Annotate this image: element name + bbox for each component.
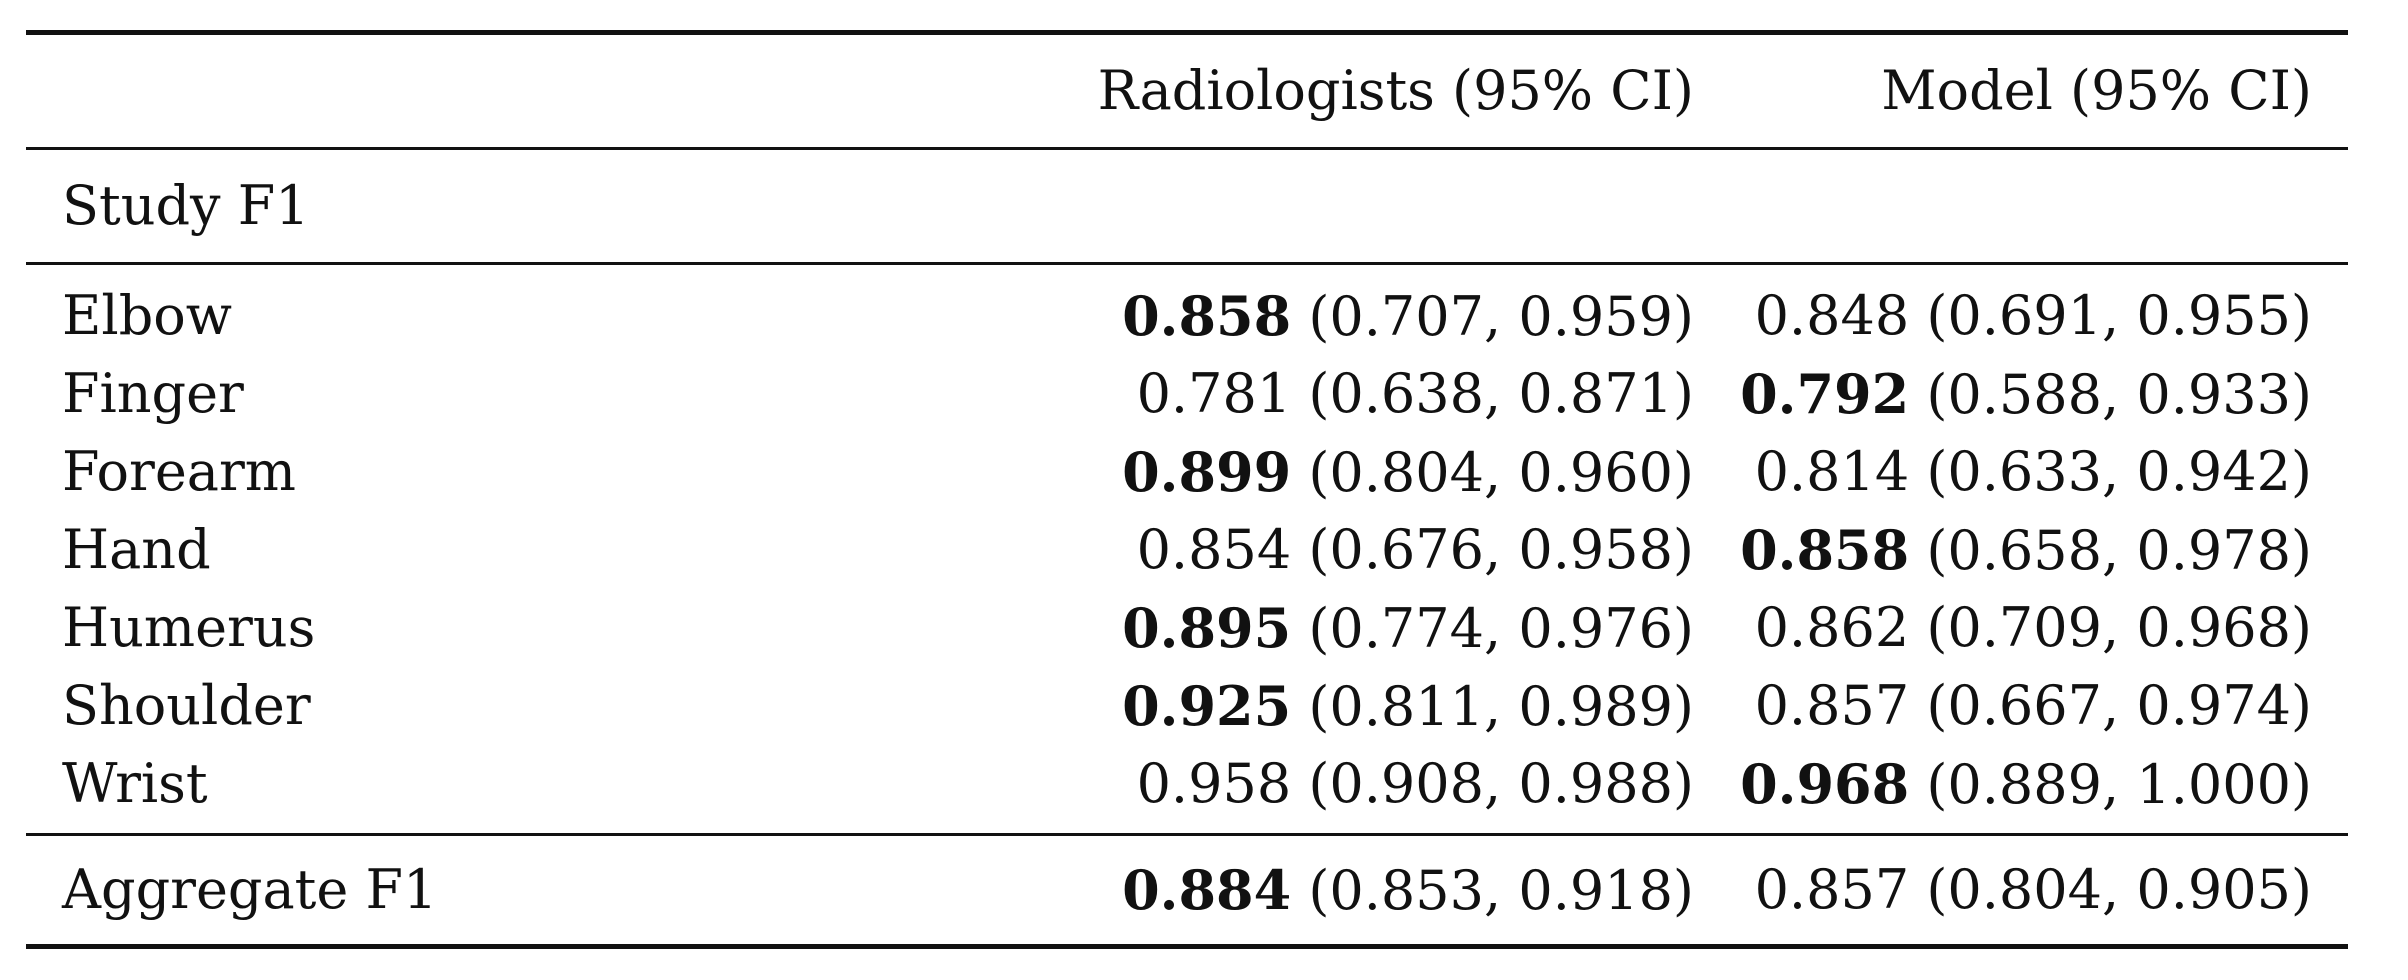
table-row: Forearm 0.899 (0.804, 0.960) 0.814 (0.633,… (26, 433, 2348, 511)
row-label: Elbow (62, 284, 232, 347)
model-cell: 0.862 (0.709, 0.968) (1755, 589, 2312, 667)
model-value: 0.792 (1740, 362, 1910, 426)
aggregate-model-value: 0.857 (1754, 858, 1910, 921)
model-value: 0.857 (1754, 674, 1910, 737)
model-cell: 0.792 (0.588, 0.933) (1740, 355, 2312, 434)
row-label: Humerus (62, 596, 316, 659)
radiologists-ci: (0.908, 0.988) (1308, 752, 1694, 815)
radiologists-cell: 0.858 (0.707, 0.959) (1122, 277, 1694, 356)
row-label: Wrist (62, 752, 208, 815)
radiologists-ci: (0.676, 0.958) (1308, 518, 1694, 581)
aggregate-radiologists-ci: (0.853, 0.918) (1308, 859, 1694, 922)
radiologists-ci: (0.804, 0.960) (1308, 441, 1694, 504)
model-cell: 0.858 (0.658, 0.978) (1740, 511, 2312, 590)
table-row: Elbow 0.858 (0.707, 0.959) 0.848 (0.691, 0… (26, 277, 2348, 355)
table-row: Shoulder 0.925 (0.811, 0.989) 0.857 (0.667… (26, 667, 2348, 745)
radiologists-ci: (0.707, 0.959) (1308, 285, 1694, 348)
table-row: Finger 0.781 (0.638, 0.871) 0.792 (0.588, … (26, 355, 2348, 433)
model-ci: (0.658, 0.978) (1926, 519, 2312, 582)
aggregate-radiologists-value: 0.884 (1122, 858, 1292, 922)
radiologists-value: 0.781 (1136, 362, 1292, 425)
model-ci: (0.633, 0.942) (1926, 440, 2312, 503)
radiologists-value: 0.925 (1122, 674, 1292, 738)
header-model: Model (95% CI) (1881, 59, 2312, 122)
radiologists-value: 0.958 (1136, 752, 1292, 815)
radiologists-value: 0.854 (1136, 518, 1292, 581)
results-table: Radiologists (95% CI) Model (95% CI) Stu… (26, 30, 2348, 949)
radiologists-cell: 0.854 (0.676, 0.958) (1137, 511, 1694, 589)
header-rule (26, 147, 2348, 150)
model-ci: (0.588, 0.933) (1926, 363, 2312, 426)
row-label: Hand (62, 518, 211, 581)
header-row: Radiologists (95% CI) Model (95% CI) (26, 35, 2348, 147)
model-cell: 0.857 (0.667, 0.974) (1755, 667, 2312, 745)
radiologists-value: 0.899 (1122, 440, 1292, 504)
bottom-rule (26, 944, 2348, 949)
model-value: 0.858 (1740, 518, 1910, 582)
header-radiologists: Radiologists (95% CI) (1097, 59, 1694, 122)
model-cell: 0.848 (0.691, 0.955) (1755, 277, 2312, 355)
radiologists-cell: 0.781 (0.638, 0.871) (1137, 355, 1694, 433)
row-label: Forearm (62, 440, 297, 503)
model-cell: 0.968 (0.889, 1.000) (1740, 745, 2312, 824)
row-label: Shoulder (62, 674, 311, 737)
radiologists-cell: 0.925 (0.811, 0.989) (1122, 667, 1694, 746)
aggregate-row: Aggregate F1 0.884 (0.853, 0.918) 0.857 … (26, 836, 2348, 944)
section-rule (26, 262, 2348, 265)
aggregate-rule (26, 833, 2348, 836)
radiologists-value: 0.858 (1122, 284, 1292, 348)
aggregate-model-cell: 0.857 (0.804, 0.905) (1755, 836, 2312, 944)
model-ci: (0.709, 0.968) (1926, 596, 2312, 659)
radiologists-cell: 0.899 (0.804, 0.960) (1122, 433, 1694, 512)
table-body: Elbow 0.858 (0.707, 0.959) 0.848 (0.691, 0… (26, 265, 2348, 833)
radiologists-ci: (0.774, 0.976) (1308, 597, 1694, 660)
model-value: 0.848 (1754, 284, 1910, 347)
table-row: Wrist 0.958 (0.908, 0.988) 0.968 (0.889, 1… (26, 745, 2348, 823)
aggregate-model-ci: (0.804, 0.905) (1926, 858, 2312, 921)
top-rule (26, 30, 2348, 35)
model-ci: (0.889, 1.000) (1926, 753, 2312, 816)
aggregate-radiologists-cell: 0.884 (0.853, 0.918) (1122, 836, 1694, 945)
model-ci: (0.691, 0.955) (1926, 284, 2312, 347)
section-row: Study F1 (26, 150, 2348, 262)
table-row: Hand 0.854 (0.676, 0.958) 0.858 (0.658, 0.… (26, 511, 2348, 589)
model-value: 0.862 (1754, 596, 1910, 659)
aggregate-label: Aggregate F1 (62, 858, 438, 921)
model-ci: (0.667, 0.974) (1926, 674, 2312, 737)
radiologists-cell: 0.895 (0.774, 0.976) (1122, 589, 1694, 668)
model-cell: 0.814 (0.633, 0.942) (1755, 433, 2312, 511)
model-value: 0.814 (1754, 440, 1910, 503)
radiologists-ci: (0.811, 0.989) (1308, 675, 1694, 738)
row-label: Finger (62, 362, 244, 425)
table-row: Humerus 0.895 (0.774, 0.976) 0.862 (0.709,… (26, 589, 2348, 667)
radiologists-cell: 0.958 (0.908, 0.988) (1137, 745, 1694, 823)
section-label: Study F1 (62, 174, 310, 237)
radiologists-value: 0.895 (1122, 596, 1292, 660)
model-value: 0.968 (1740, 752, 1910, 816)
radiologists-ci: (0.638, 0.871) (1308, 362, 1694, 425)
